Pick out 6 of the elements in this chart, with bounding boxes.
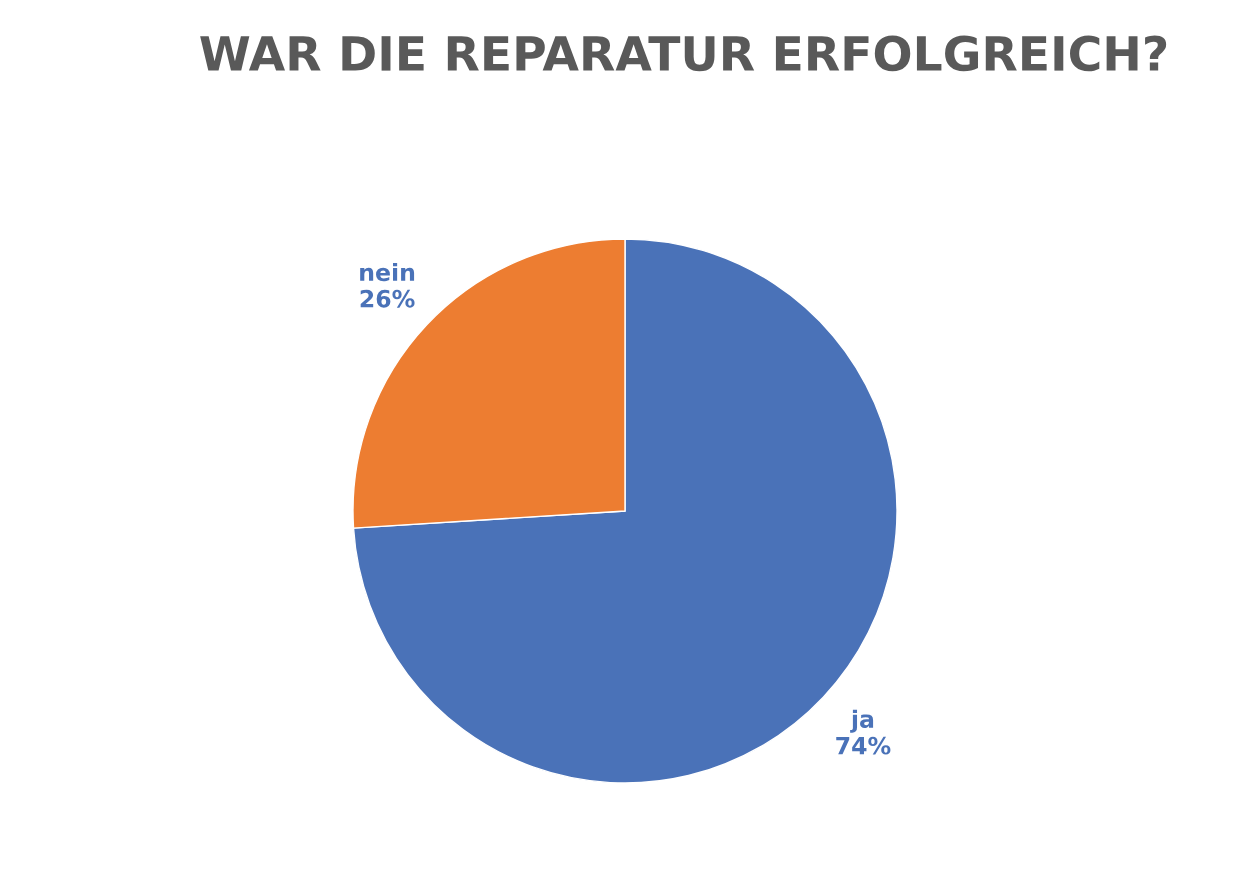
pie-slice	[352, 238, 898, 784]
data-label: 74%	[836, 736, 891, 755]
data-label: 26%	[360, 289, 415, 308]
chart-title: WAR DIE REPARATUR ERFOLGREICH?	[200, 35, 1167, 72]
slice-label: nein	[360, 262, 415, 282]
slice-label: ja	[850, 709, 874, 733]
